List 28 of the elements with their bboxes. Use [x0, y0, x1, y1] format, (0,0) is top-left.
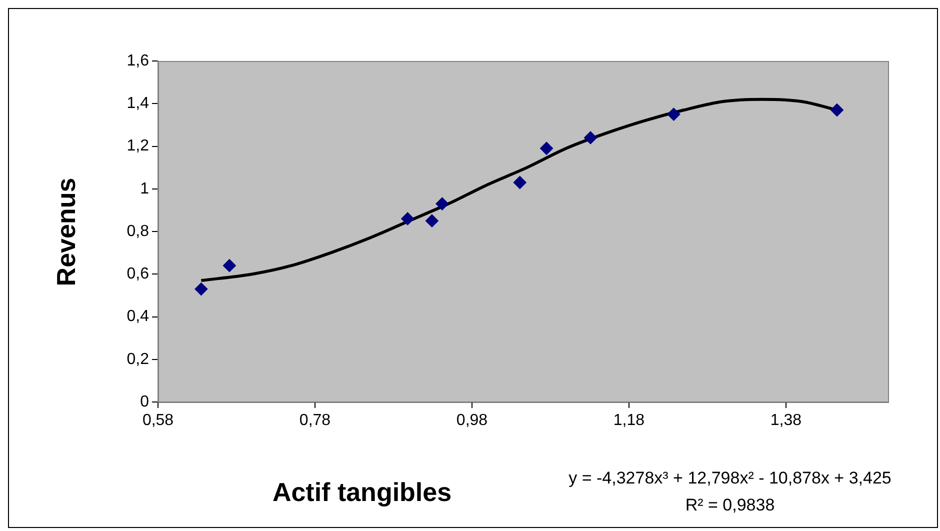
- point: [222, 259, 236, 272]
- point: [540, 142, 554, 155]
- y-tick-label: 1: [140, 180, 150, 198]
- x-tick-label: 1,18: [613, 412, 645, 430]
- x-tick-label: 0,98: [456, 412, 488, 430]
- point: [401, 212, 414, 226]
- text: R² = 0,9838: [685, 496, 775, 515]
- y-axis-title: Revenus: [51, 178, 82, 286]
- y-tick-label: 0,4: [126, 308, 150, 326]
- point: [513, 176, 526, 189]
- point: [584, 131, 598, 144]
- x-tick-label: 1,38: [770, 412, 802, 430]
- x-axis-title: Actif tangibles: [272, 477, 452, 508]
- point: [425, 214, 438, 228]
- x-tick-label: 0,58: [142, 412, 174, 430]
- y-tick-label: 0: [140, 393, 150, 410]
- y-tick-label: 1,6: [126, 52, 150, 70]
- x-tick-label: 0,78: [299, 412, 331, 430]
- point: [830, 104, 844, 117]
- point: [667, 108, 680, 121]
- point: [194, 282, 208, 296]
- text: y = -4,3278x³ + 12,798x² - 10,878x + 3,425: [568, 468, 892, 488]
- y-tick-label: 0,6: [126, 266, 150, 283]
- y-tick-label: 1,2: [126, 138, 150, 155]
- y-tick-label: 0,8: [126, 222, 150, 240]
- y-tick-label: 1,4: [126, 95, 150, 112]
- point: [436, 197, 449, 210]
- y-tick-label: 0,2: [126, 350, 150, 368]
